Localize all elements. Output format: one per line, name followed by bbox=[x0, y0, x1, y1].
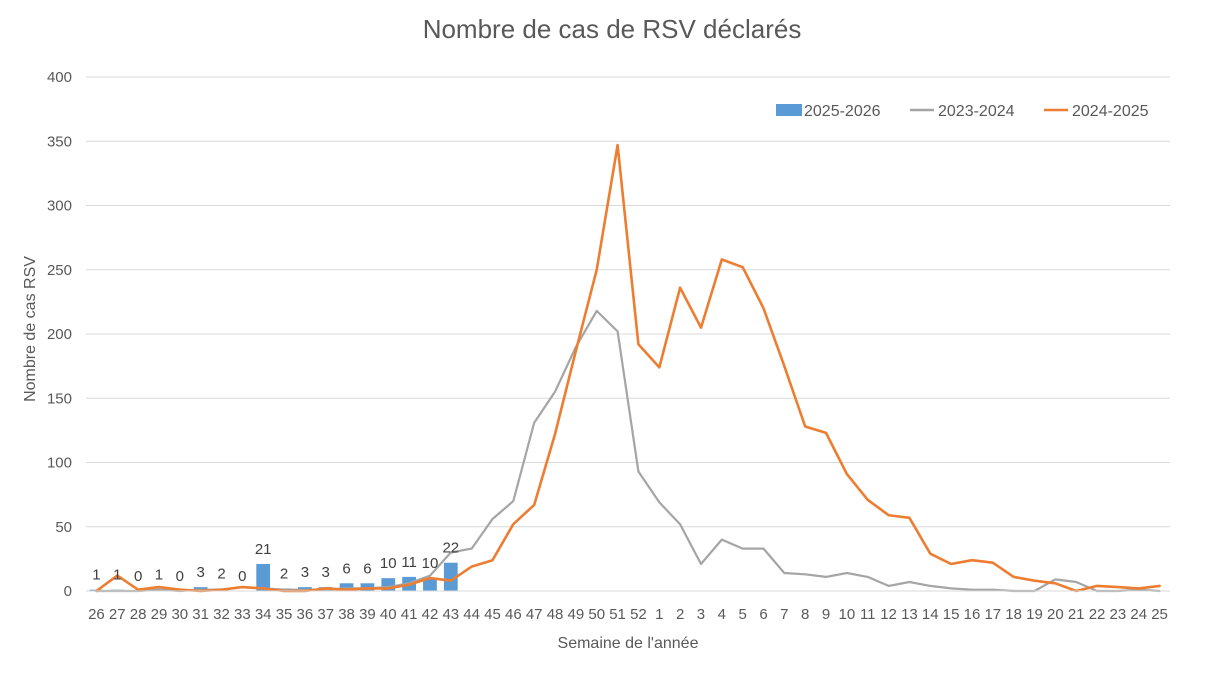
x-tick-label: 40 bbox=[380, 606, 397, 623]
x-tick-label: 52 bbox=[630, 606, 647, 623]
x-axis-ticks: 26 27 28 29 30 31 32 33 34 35 36 37 38 39 40 41 42 43 44 45… bbox=[88, 606, 1168, 623]
x-tick-label: 48 bbox=[547, 606, 564, 623]
bar-data-label: 21 bbox=[255, 541, 272, 558]
x-tick-label: 11 bbox=[860, 606, 876, 623]
x-tick-label: 20 bbox=[1047, 606, 1064, 623]
legend-swatch bbox=[776, 104, 802, 116]
x-tick-label: 1 bbox=[655, 606, 663, 623]
x-tick-label: 33 bbox=[234, 606, 251, 623]
x-tick-label: 8 bbox=[801, 606, 809, 623]
x-tick-label: 18 bbox=[1005, 606, 1022, 623]
x-tick-label: 31 bbox=[192, 606, 209, 623]
bar-data-label: 3 bbox=[322, 564, 330, 581]
bar-data-label: 0 bbox=[134, 568, 142, 585]
legend: 2025-2026 2023-2024 2024-2025 bbox=[776, 103, 1149, 120]
x-tick-label: 23 bbox=[1110, 606, 1127, 623]
x-tick-label: 13 bbox=[901, 606, 918, 623]
line-2024-2025 bbox=[95, 143, 1161, 593]
bar-data-label: 0 bbox=[238, 568, 246, 585]
y-tick-label: 200 bbox=[47, 326, 72, 343]
x-tick-label: 49 bbox=[568, 606, 585, 623]
bar-data-label: 1 bbox=[92, 567, 100, 584]
x-tick-label: 2 bbox=[676, 606, 684, 623]
grid-lines bbox=[86, 76, 1170, 528]
x-tick-label: 43 bbox=[442, 606, 459, 623]
y-tick-label: 250 bbox=[47, 262, 72, 279]
bar-data-label: 0 bbox=[176, 568, 184, 585]
x-tick-label: 24 bbox=[1130, 606, 1147, 623]
y-tick-label: 350 bbox=[47, 133, 72, 150]
bar-data-label: 2 bbox=[217, 565, 225, 582]
y-axis-title: Nombre de cas RSV bbox=[22, 256, 39, 402]
bar-data-label: 2 bbox=[280, 565, 288, 582]
x-tick-label: 41 bbox=[401, 606, 418, 623]
bar-data-label: 6 bbox=[363, 560, 371, 577]
x-tick-label: 12 bbox=[880, 606, 897, 623]
x-tick-label: 46 bbox=[505, 606, 522, 623]
x-tick-label: 32 bbox=[213, 606, 230, 623]
x-tick-label: 17 bbox=[984, 606, 1001, 623]
x-tick-label: 44 bbox=[463, 606, 480, 623]
x-tick-label: 9 bbox=[822, 606, 830, 623]
x-tick-label: 29 bbox=[151, 606, 168, 623]
x-tick-label: 51 bbox=[609, 606, 626, 623]
y-tick-label: 50 bbox=[55, 519, 72, 536]
x-tick-label: 50 bbox=[588, 606, 605, 623]
x-axis-title: Semaine de l'année bbox=[558, 635, 699, 652]
bar-data-label: 10 bbox=[422, 555, 439, 572]
bar bbox=[443, 562, 458, 591]
y-tick-label: 100 bbox=[47, 455, 72, 472]
x-tick-label: 34 bbox=[255, 606, 272, 623]
bar bbox=[423, 578, 437, 591]
x-tick-label: 15 bbox=[943, 606, 960, 623]
x-tick-label: 7 bbox=[780, 606, 788, 623]
y-tick-label: 150 bbox=[47, 390, 72, 407]
bar bbox=[256, 564, 271, 591]
x-tick-label: 14 bbox=[922, 606, 939, 623]
bar-data-label: 3 bbox=[301, 564, 309, 581]
x-tick-label: 26 bbox=[88, 606, 105, 623]
line-series bbox=[95, 143, 1161, 593]
bar-data-label: 11 bbox=[401, 554, 417, 571]
x-tick-label: 25 bbox=[1151, 606, 1168, 623]
x-tick-label: 10 bbox=[839, 606, 856, 623]
x-tick-label: 5 bbox=[738, 606, 746, 623]
x-tick-label: 38 bbox=[338, 606, 355, 623]
x-tick-label: 39 bbox=[359, 606, 376, 623]
x-tick-label: 3 bbox=[697, 606, 705, 623]
x-tick-label: 16 bbox=[964, 606, 981, 623]
bar-data-label: 6 bbox=[342, 560, 350, 577]
y-tick-label: 300 bbox=[47, 198, 72, 215]
y-tick-label: 0 bbox=[64, 583, 72, 600]
x-tick-label: 35 bbox=[276, 606, 293, 623]
y-tick-label: 400 bbox=[47, 69, 72, 86]
x-tick-label: 28 bbox=[130, 606, 147, 623]
x-tick-label: 37 bbox=[317, 606, 334, 623]
x-tick-label: 21 bbox=[1068, 606, 1085, 623]
bar-data-label: 10 bbox=[380, 555, 397, 572]
x-tick-label: 6 bbox=[759, 606, 767, 623]
x-tick-label: 22 bbox=[1089, 606, 1106, 623]
bar-data-label: 3 bbox=[196, 564, 204, 581]
bar-data-label: 22 bbox=[442, 540, 459, 557]
bar-data-label: 1 bbox=[113, 567, 121, 584]
x-tick-label: 42 bbox=[422, 606, 439, 623]
x-tick-label: 19 bbox=[1026, 606, 1043, 623]
bar bbox=[339, 583, 354, 591]
legend-label: 2024-2025 bbox=[1072, 103, 1149, 120]
x-tick-label: 4 bbox=[718, 606, 726, 623]
legend-label: 2023-2024 bbox=[938, 103, 1015, 120]
legend-label: 2025-2026 bbox=[804, 103, 881, 120]
x-tick-label: 47 bbox=[526, 606, 543, 623]
x-tick-label: 36 bbox=[297, 606, 314, 623]
y-axis-ticks: 0 50 100 150 200 250 300 350 400 bbox=[47, 69, 72, 600]
x-tick-label: 30 bbox=[171, 606, 188, 623]
chart-title: Nombre de cas de RSV déclarés bbox=[422, 14, 802, 44]
x-tick-label: 45 bbox=[484, 606, 501, 623]
x-tick-label: 27 bbox=[109, 606, 126, 623]
bar-data-label: 1 bbox=[155, 567, 163, 584]
